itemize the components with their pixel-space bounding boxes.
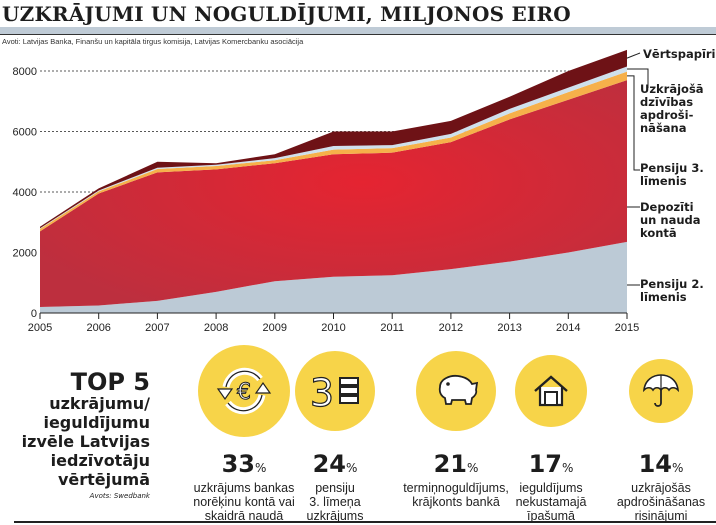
item-unit: % <box>346 461 358 475</box>
x-tick-label: 2012 <box>439 322 463 334</box>
item-desc-3: risinājumi <box>634 509 688 523</box>
item-value: 17 <box>528 450 562 478</box>
svg-text:3: 3 <box>310 371 334 414</box>
leader-uzkrajosa <box>627 68 649 88</box>
legend-leader-lines <box>626 52 649 286</box>
umbrella-icon <box>629 359 693 423</box>
item-unit: % <box>467 461 479 475</box>
y-tick-label: 4000 <box>13 187 37 199</box>
y-axis: 0 2000 4000 6000 8000 <box>13 66 37 320</box>
top5-item: 3 24% pensiju 3. līmeņa uzkrājums <box>270 345 400 523</box>
item-percentage: 33% <box>174 451 314 481</box>
area-v-rtspap-ri <box>40 49 627 229</box>
legend-label-depoziti: Depozīti un nauda kontā <box>640 200 701 240</box>
item-desc-1: pensiju <box>315 481 355 495</box>
item-desc-1: uzkrājošās <box>631 481 691 495</box>
x-tick-label: 2010 <box>321 322 345 334</box>
item-desc-2: krājkonts bankā <box>412 495 500 509</box>
svg-text:€: € <box>237 380 251 405</box>
pension-pillar-3-icon: 3 <box>295 351 375 431</box>
euro-exchange-icon: € <box>198 345 290 437</box>
top5-heading: TOP 5 <box>70 368 150 396</box>
chart-title: UZKRĀJUMI UN NOGULDĪJUMI, MILJONOS EIRO <box>2 2 571 26</box>
item-unit: % <box>672 461 684 475</box>
top5-item: 14% uzkrājošās apdrošināšanas risinājumi <box>596 345 716 523</box>
title-underline-bar <box>0 27 716 35</box>
top5-line3: izvēle Latvijas <box>21 432 150 451</box>
item-desc-3: īpašumā <box>527 509 575 523</box>
top5-line5: vērtējumā <box>57 470 150 489</box>
legend-label-pensiju-3: Pensiju 3. līmenis <box>640 161 704 188</box>
item-desc-1: uzkrājums bankas <box>193 481 295 495</box>
item-desc-3: skaidrā naudā <box>204 509 284 523</box>
top5-heading-block: TOP 5 uzkrājumu/ ieguldījumu izvēle Latv… <box>22 370 150 500</box>
item-desc-1: termiņnoguldījums, <box>403 481 509 495</box>
item-value: 14 <box>638 450 672 478</box>
x-tick-label: 2008 <box>204 322 228 334</box>
piggy-bank-icon <box>416 351 496 431</box>
item-percentage: 24% <box>270 451 400 481</box>
chart-source: Avoti: Latvijas Banka, Finanšu un kapitā… <box>2 37 304 46</box>
bottom-rule <box>14 521 716 523</box>
top5-infographic: TOP 5 uzkrājumu/ ieguldījumu izvēle Latv… <box>0 345 716 525</box>
top5-item: 17% ieguldījums nekustamajā īpašumā <box>486 345 616 523</box>
x-tick-label: 2006 <box>86 322 110 334</box>
item-unit: % <box>562 461 574 475</box>
top5-item: 21% termiņnoguldījums, krājkonts bankā <box>386 345 526 509</box>
x-axis: 2005 2006 2007 2008 2009 2010 2011 2012 2013 2014… <box>28 312 639 334</box>
y-tick-label: 0 <box>31 308 37 320</box>
legend-label-uzkrajosa: Uzkrājošā dzīvības apdroši-nāšana <box>640 83 710 135</box>
leader-vertspapiri <box>626 52 641 59</box>
stacked-area-chart: 2005 2006 2007 2008 2009 2010 2011 2012 2013 2014… <box>13 49 649 334</box>
top5-item: € 33% uzkrājums bankas norēķinu kontā va… <box>174 345 314 523</box>
area-pensiju-3-l-menis <box>40 71 627 232</box>
item-percentage: 14% <box>596 451 716 481</box>
top5-line2: ieguldījumu <box>43 413 150 432</box>
top5-line1: uzkrājumu/ <box>49 394 150 413</box>
item-value: 33 <box>221 450 255 478</box>
x-tick-label: 2007 <box>145 322 169 334</box>
legend-label-vertspapiri: Vērtspapīri <box>643 47 716 61</box>
item-value: 21 <box>433 450 467 478</box>
area-layers <box>40 49 627 313</box>
x-tick-label: 2011 <box>380 322 404 334</box>
area-pensiju-2-l-menis <box>40 241 627 313</box>
item-desc-2: 3. līmeņa <box>309 495 361 509</box>
top5-source: Avots: Swedbank <box>89 492 150 500</box>
x-tick-label: 2013 <box>497 322 521 334</box>
x-tick-label: 2005 <box>28 322 52 334</box>
item-unit: % <box>255 461 267 475</box>
x-tick-label: 2009 <box>263 322 287 334</box>
legend-label-pensiju-2: Pensiju 2. līmenis <box>640 277 704 304</box>
item-desc-2: nekustamajā <box>515 495 587 509</box>
y-tick-label: 6000 <box>13 127 37 139</box>
item-value: 24 <box>312 450 346 478</box>
legend-label-uzkrajosa-text: Uzkrājošā dzīvības apdroši-nāšana <box>640 82 704 135</box>
item-desc-2: apdrošināšanas <box>616 495 706 509</box>
leader-pensiju-3 <box>627 75 640 171</box>
top5-line4: iedzīvotāju <box>50 451 150 470</box>
item-desc-2: norēķinu kontā vai <box>193 495 295 509</box>
item-percentage: 17% <box>486 451 616 481</box>
x-tick-label: 2014 <box>556 322 580 334</box>
item-percentage: 21% <box>386 451 526 481</box>
x-tick-label: 2015 <box>615 322 639 334</box>
area-depoz-ti-un-nauda-kont- <box>40 80 627 307</box>
y-tick-label: 8000 <box>13 66 37 78</box>
item-desc-3: uzkrājums <box>306 509 364 523</box>
item-desc-1: ieguldījums <box>519 481 583 495</box>
y-tick-label: 2000 <box>13 248 37 260</box>
area-uzkr-jo-dz-v-bas-apdro-in-ana <box>40 66 627 229</box>
house-icon <box>515 355 587 427</box>
